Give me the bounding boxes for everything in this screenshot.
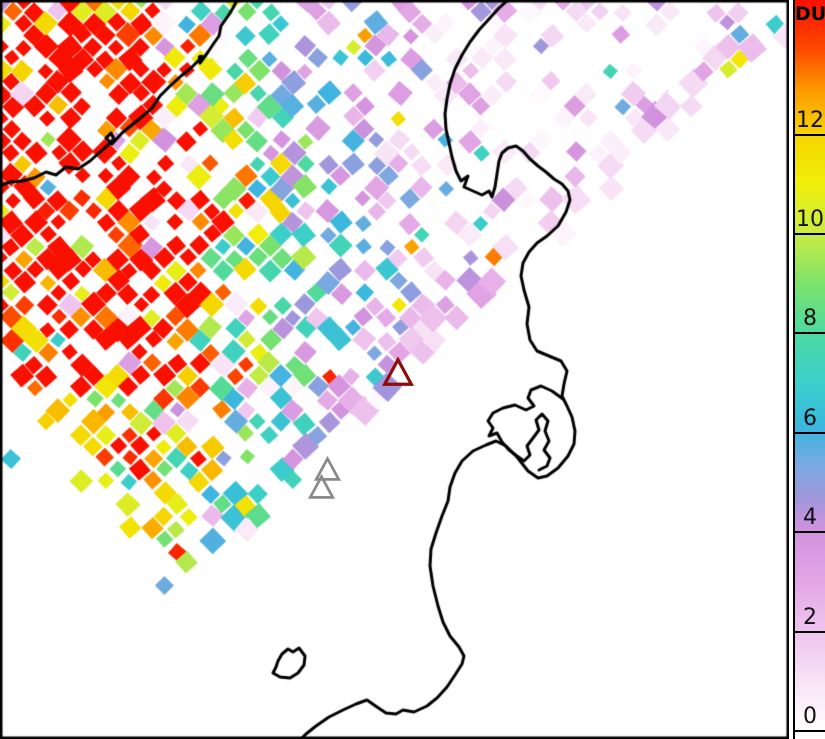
colorbar-tick [795,332,825,335]
colorbar-tick-label: 12 [796,107,824,133]
colorbar-tick-label: 8 [803,306,817,332]
colorbar-tick [795,730,825,732]
colorbar-tick-label: 6 [803,405,817,431]
colorbar-tick-label: 10 [796,207,824,232]
colorbar-tick [795,431,825,434]
colorbar-unit-label: DU [795,3,825,25]
colorbar-tick [795,133,825,136]
colorbar-gradient [795,0,825,739]
colorbar-tick-label: 2 [803,604,817,630]
colorbar-tick [795,531,825,534]
colorbar-tick-label: 4 [803,505,817,531]
colorbar: 0 2 4 6 8 10 12 DU [793,0,825,739]
colorbar-tick-label: 0 [803,704,817,729]
map-canvas [0,0,789,739]
colorbar-tick [795,233,825,235]
colorbar-tick [795,630,825,633]
map-area [0,0,789,739]
